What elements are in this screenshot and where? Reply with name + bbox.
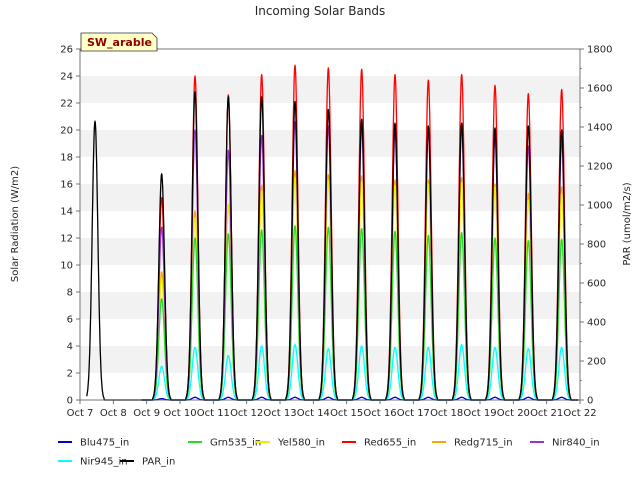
legend-item: Redg715_in [432,438,513,449]
y-tick-label: 22 [60,99,73,110]
y2-tick-label: 1600 [587,84,612,95]
y-tick-label: 20 [60,126,73,137]
y-tick-label: 6 [67,315,73,326]
x-tick-label: Oct 21 [530,408,563,419]
legend-label: Nir840_in [552,438,600,449]
legend: Blu475_in Grn535_in Yel580_in Red655_in Redg… [58,438,600,468]
x-tick-label: Oct 20 [497,408,530,419]
y2-tick-label: 1000 [587,201,612,212]
y-tick-label: 8 [67,288,73,299]
y2-tick-label: 200 [587,357,606,368]
x-tick-label: Oct 18 [430,408,463,419]
chart-title: Incoming Solar Bands [255,4,386,18]
y-tick-label: 2 [67,369,73,380]
y-tick-label: 18 [60,153,73,164]
legend-label: Yel580_in [277,438,325,449]
y2-tick-label: 1400 [587,123,612,134]
y-tick-label: 12 [60,234,73,245]
site-badge: SW_arable [80,32,158,52]
legend-item: Yel580_in [256,438,325,449]
x-tick-label: Oct 10 [163,408,196,419]
y2-tick-label: 400 [587,318,606,329]
x-tick-label: Oct 15 [330,408,363,419]
y2-tick-label: 0 [587,396,593,407]
legend-label: PAR_in [142,457,175,468]
legend-label: Redg715_in [454,438,513,449]
y2-tick-label: 800 [587,240,606,251]
x-tick-label: Oct 12 [230,408,263,419]
legend-label: Red655_in [364,438,416,449]
legend-item: Red655_in [342,438,416,449]
y2-tick-label: 600 [587,279,606,290]
legend-item: PAR_in [120,457,175,468]
legend-item: Grn535_in [188,438,261,449]
x-tick-label: Oct 19 [463,408,496,419]
legend-label: Blu475_in [80,438,129,449]
x-tick-label: Oct 14 [297,408,330,419]
x-tick-label: Oct 8 [100,408,127,419]
y-axis-title: Solar Radiation (W/m2) [10,166,21,282]
legend-label: Nir945_in [80,457,128,468]
y-tick-label: 26 [60,45,73,56]
y2-tick-label: 1800 [587,45,612,56]
x-tick-label: Oct 9 [133,408,160,419]
badge-label: SW_arable [87,36,152,49]
legend-item: Nir840_in [530,438,600,449]
grid-band [80,292,580,319]
x-tick-label: Oct 17 [397,408,430,419]
y-tick-label: 0 [67,396,73,407]
y2-tick-label: 1200 [587,162,612,173]
y-tick-label: 24 [60,72,73,83]
y-tick-label: 4 [67,342,73,353]
y-tick-label: 10 [60,261,73,272]
x-tick-label: Oct 11 [197,408,230,419]
x-tick-label: Oct 13 [263,408,296,419]
x-tick-label: Oct 7 [67,408,94,419]
x-tick-label: Oct 22 [563,408,596,419]
legend-item: Blu475_in [58,438,129,449]
series-line-par-in [86,91,579,401]
legend-item: Nir945_in [58,457,128,468]
y2-axis-title: PAR (umol/m2/s) [622,182,633,265]
x-tick-label: Oct 16 [363,408,396,419]
y-axis-right: 0 200 400 600 800 1000 1200 1400 1600 1800 [580,45,612,407]
badge-box [80,32,158,52]
x-axis: Oct 7 Oct 8 Oct 9 Oct 10 Oct 11 Oct 12 Oct 13 O… [67,400,597,419]
legend-label: Grn535_in [210,438,261,449]
y-tick-label: 16 [60,180,73,191]
y-tick-label: 14 [60,207,73,218]
